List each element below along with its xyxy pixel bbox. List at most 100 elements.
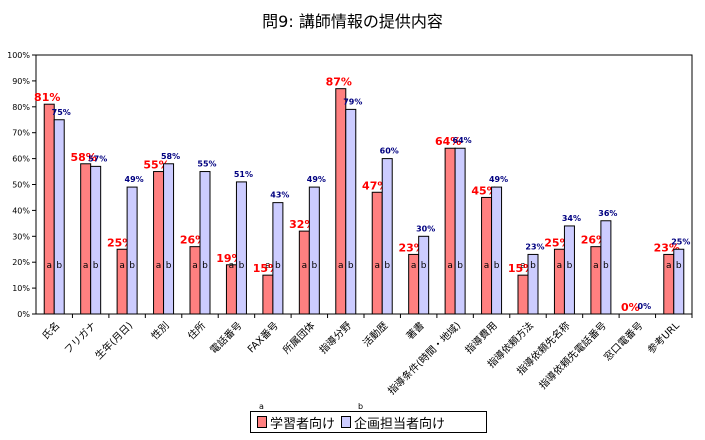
bar-learners (262, 274, 274, 315)
bar-marker: b (275, 261, 281, 271)
x-tick-label: 生年(月日) (92, 319, 135, 362)
bar-learners (189, 246, 201, 315)
bar-marker: b (457, 261, 463, 271)
bar-marker: b (421, 261, 427, 271)
x-tick-label: 電話番号 (207, 319, 244, 356)
legend-item-planners: 企画担当者向け (341, 413, 445, 432)
data-label-learners: 81% (34, 91, 60, 104)
bar-learners (371, 191, 383, 315)
y-tick-label: 20% (12, 258, 30, 267)
x-tick-label: 活動歴 (360, 319, 390, 349)
x-tick-label: 参考URL (645, 319, 683, 357)
bar-marker: a (46, 261, 52, 271)
bar-marker: a (557, 261, 563, 271)
bar-planners (345, 108, 357, 315)
bar-planners (90, 165, 102, 315)
y-tick-label: 70% (12, 129, 30, 138)
legend-label-planners: 企画担当者向け (354, 416, 446, 432)
data-label-planners: 49% (307, 175, 326, 184)
bar-learners (298, 230, 310, 315)
legend-swatch-planners (341, 416, 352, 428)
bar-marker: a (302, 261, 308, 271)
x-tick-label: 性別 (148, 319, 171, 342)
data-label-planners: 49% (125, 175, 144, 184)
data-label-planners: 75% (52, 108, 71, 117)
data-label-planners: 36% (598, 209, 617, 218)
y-tick-label: 80% (12, 103, 30, 112)
bar-planners (381, 158, 393, 315)
bar-learners (43, 103, 55, 315)
data-label-planners: 55% (197, 160, 216, 169)
legend-swatch-learners (257, 416, 267, 428)
bar-learners (80, 163, 92, 315)
x-tick-label: 指導依頼先電話番号 (536, 319, 609, 392)
bar-planners (673, 248, 685, 315)
bar-marker: a (593, 261, 599, 271)
plot-area (35, 54, 693, 315)
bar-marker: b (239, 261, 245, 271)
bar-marker: b (56, 261, 62, 271)
bar-marker: a (265, 261, 271, 271)
data-label-planners: 60% (380, 147, 399, 156)
bar-marker: a (484, 261, 490, 271)
bar-planners (53, 119, 65, 315)
data-label-planners: 43% (270, 191, 289, 200)
bar-marker: b (93, 261, 99, 271)
bar-learners (517, 274, 529, 315)
bar-planners (600, 220, 612, 315)
y-tick-label: 40% (12, 206, 30, 215)
x-tick-label: 所属団体 (281, 320, 318, 357)
bar-planners (163, 163, 175, 315)
x-tick-label: 指導費用 (462, 319, 499, 356)
data-label-planners: 79% (343, 97, 362, 106)
x-tick-label: 指導分野 (316, 319, 353, 356)
data-label-planners: 58% (161, 152, 180, 161)
y-tick-label: 30% (12, 232, 30, 241)
legend: 学習者向け 企画担当者向け (250, 411, 487, 433)
bar-marker: a (520, 261, 526, 271)
bar-planners (454, 147, 466, 315)
bar-planners (235, 181, 247, 315)
data-label-learners: 0% (621, 301, 640, 314)
y-tick-label: 100% (7, 51, 30, 60)
data-label-planners: 23% (525, 242, 544, 251)
bar-planners (491, 186, 503, 315)
bar-planners (126, 186, 138, 315)
x-tick-label: 氏名 (39, 319, 62, 342)
bar-learners (481, 196, 493, 315)
bar-learners (225, 264, 237, 315)
x-tick-label: 住所 (185, 319, 208, 342)
data-label-learners: 87% (326, 76, 352, 89)
data-label-planners: 57% (88, 154, 107, 163)
bar-marker: b (530, 261, 536, 271)
data-label-planners: 64% (453, 136, 472, 145)
bar-marker: a (229, 261, 235, 271)
bar-marker: a (83, 261, 89, 271)
bar-planners (272, 202, 284, 315)
y-tick-label: 10% (12, 284, 30, 293)
bar-marker: b (384, 261, 390, 271)
bar-marker: a (374, 261, 380, 271)
legend-marker-b: b (358, 402, 364, 411)
bar-learners (116, 248, 128, 315)
bar-marker: b (494, 261, 500, 271)
data-label-planners: 51% (234, 170, 253, 179)
y-tick-label: 50% (12, 181, 30, 190)
bar-marker: b (166, 261, 172, 271)
bar-planners (308, 186, 320, 315)
data-label-planners: 25% (671, 237, 690, 246)
bar-learners (553, 248, 565, 315)
bar-marker: b (676, 261, 682, 271)
y-tick-label: 90% (12, 77, 30, 86)
data-label-planners: 49% (489, 175, 508, 184)
legend-marker-a: a (259, 402, 264, 411)
legend-label-learners: 学習者向け (270, 416, 336, 432)
data-label-learners: 58% (70, 151, 96, 164)
bar-marker: a (447, 261, 453, 271)
chart-title: 問9: 講師情報の提供内容 (262, 12, 443, 31)
x-tick-label: 著書 (403, 319, 426, 342)
bar-marker: a (338, 261, 344, 271)
bar-planners (563, 225, 575, 315)
data-label-planners: 34% (562, 214, 581, 223)
